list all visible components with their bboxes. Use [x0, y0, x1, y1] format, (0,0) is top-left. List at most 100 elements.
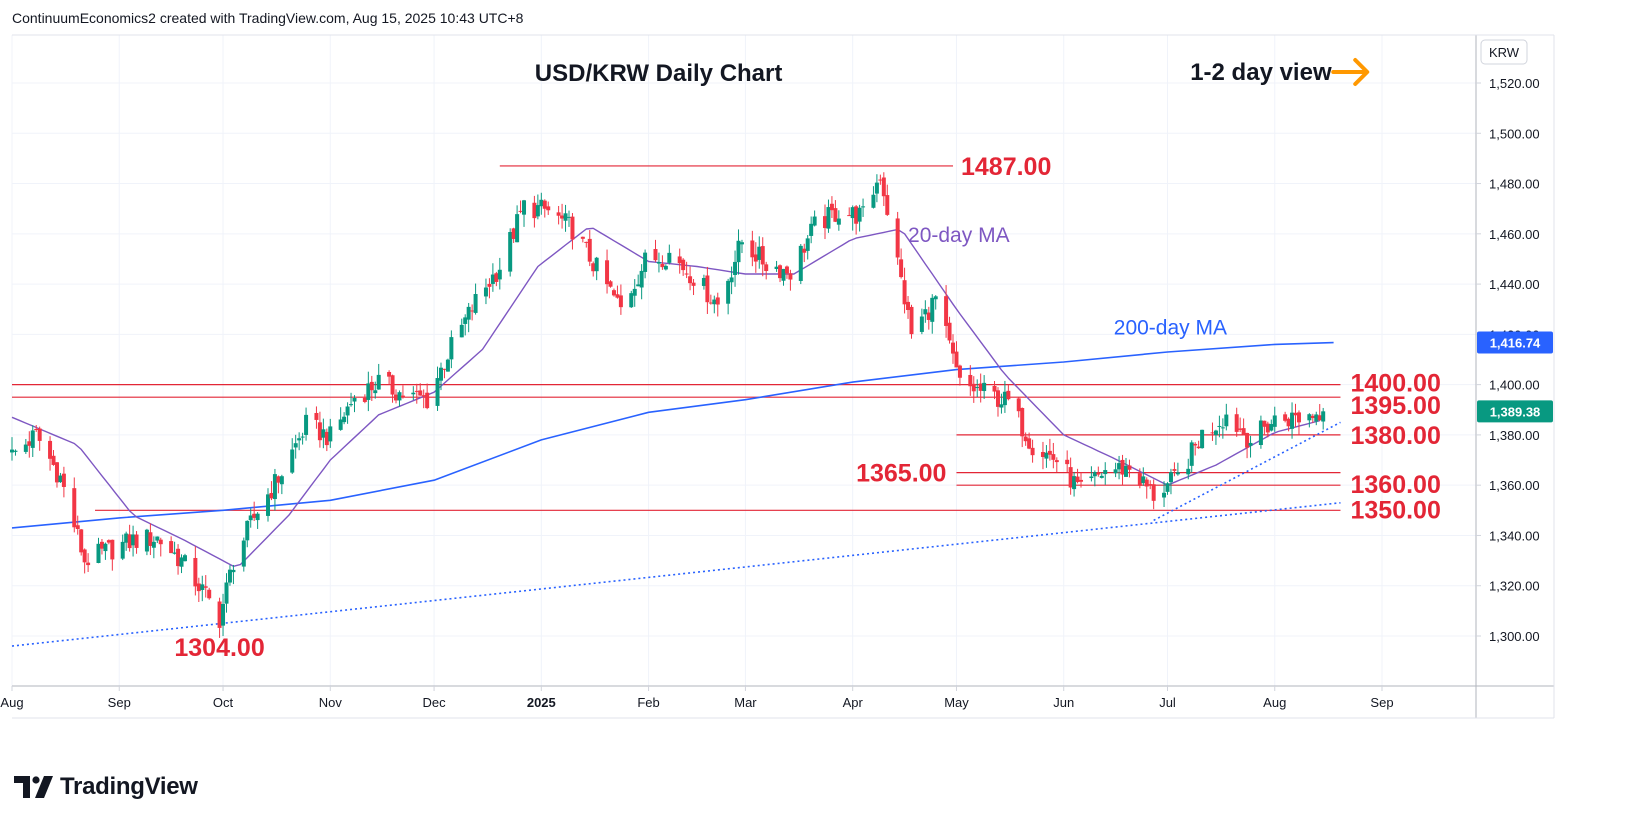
tradingview-logo[interactable]: TradingView	[14, 772, 198, 802]
candle-body	[563, 213, 568, 221]
candle-body	[1113, 469, 1118, 474]
candle-body	[919, 316, 924, 332]
candle-body	[857, 207, 862, 222]
chart-credit: ContinuumEconomics2 created with Trading…	[12, 10, 524, 26]
candle-body	[1137, 473, 1142, 486]
candle-body	[106, 540, 111, 543]
candle-body	[1224, 414, 1229, 427]
candle-body	[826, 207, 831, 229]
candle-body	[712, 299, 717, 305]
candle-body	[217, 601, 222, 628]
level-label: 1487.00	[961, 153, 1051, 181]
price-label-box	[1477, 331, 1553, 354]
candle-body	[861, 206, 866, 208]
candle-body	[833, 208, 838, 222]
candle-body	[321, 429, 326, 438]
candle-body	[473, 294, 478, 313]
candle-body	[151, 541, 156, 548]
candle-body	[1006, 390, 1011, 400]
x-tick-label: 2025	[527, 695, 556, 710]
candle-body	[255, 513, 260, 521]
candle-body	[881, 177, 886, 197]
trendline	[1153, 421, 1341, 522]
candle-body	[895, 218, 900, 258]
candle-body	[1030, 447, 1035, 456]
candle-body	[1286, 418, 1291, 427]
grid	[11, 35, 1476, 686]
candle-body	[798, 245, 803, 281]
candle-body	[387, 371, 392, 377]
candle-body	[1165, 483, 1170, 492]
y-tick-label: 1,400.00	[1489, 378, 1540, 393]
candle-body	[37, 428, 42, 441]
candle-body	[1217, 425, 1222, 427]
candle-body	[847, 215, 852, 217]
candle-body	[605, 260, 610, 285]
time-axis[interactable]: Aug Sep Oct Nov Dec 2025 Feb Mar Apr May Jun Jul Aug…	[0, 686, 1394, 710]
candle-body	[1075, 476, 1080, 483]
candle-body	[252, 513, 257, 518]
candle-body	[733, 261, 738, 275]
candle-body	[854, 206, 859, 224]
candle-body	[829, 203, 834, 211]
candle-body	[193, 557, 198, 587]
x-tick-label: Nov	[319, 695, 343, 710]
candle-body	[1234, 414, 1239, 432]
candle-body	[594, 257, 599, 272]
candle-body	[1262, 420, 1267, 427]
y-tick-label: 1,360.00	[1489, 478, 1540, 493]
candle-body	[1175, 472, 1180, 475]
candle-body	[1248, 442, 1253, 446]
candle-body	[172, 552, 177, 554]
candle-body	[518, 210, 523, 212]
candle-body	[169, 541, 174, 554]
candle-body	[591, 263, 596, 272]
candle-body	[463, 317, 468, 324]
candle-body	[483, 287, 488, 297]
candle-body	[231, 569, 236, 573]
candle-body	[272, 474, 277, 500]
candle-body	[27, 441, 32, 446]
candle-body	[266, 494, 271, 516]
candle-body	[570, 216, 575, 240]
level-lines	[12, 165, 1341, 511]
level-label: 1400.00	[1350, 370, 1440, 398]
trendline	[11, 501, 1341, 647]
candle-body	[757, 246, 762, 260]
candle-body	[971, 383, 976, 392]
candle-body	[878, 179, 883, 181]
candle-body	[245, 520, 250, 541]
candle-body	[342, 416, 347, 423]
candle-body	[459, 324, 464, 338]
candle-body	[10, 449, 14, 453]
y-tick-label: 1,500.00	[1489, 126, 1540, 141]
price-axis[interactable]: 1,300.00 1,320.00 1,340.00 1,360.00 1,380.00…	[1476, 39, 1553, 644]
level-label: 1350.00	[1350, 496, 1440, 524]
candle-body	[653, 249, 658, 261]
candle-body	[947, 322, 952, 341]
candle-body	[158, 539, 163, 545]
candle-body	[663, 265, 668, 270]
candle-body	[297, 438, 302, 441]
candle-body	[1016, 398, 1021, 412]
candle-body	[1245, 432, 1250, 448]
candle-body	[1020, 407, 1025, 437]
candle-body	[511, 228, 516, 239]
level-label-low: 1304.00	[174, 634, 264, 662]
candle-body	[508, 232, 513, 272]
candle-body	[1317, 415, 1322, 421]
candle-body	[421, 395, 426, 397]
candle-body	[148, 532, 153, 546]
candle-body	[684, 273, 689, 275]
candle-body	[79, 529, 84, 553]
candle-body	[705, 275, 710, 303]
y-tick-label: 1,480.00	[1489, 177, 1540, 192]
candle-body	[1040, 452, 1045, 457]
candle-body	[930, 297, 935, 322]
candle-body	[1307, 414, 1312, 421]
y-tick-label: 1,300.00	[1489, 629, 1540, 644]
candle-body	[490, 274, 495, 284]
candle-body	[688, 276, 693, 284]
candle-body	[131, 534, 136, 546]
